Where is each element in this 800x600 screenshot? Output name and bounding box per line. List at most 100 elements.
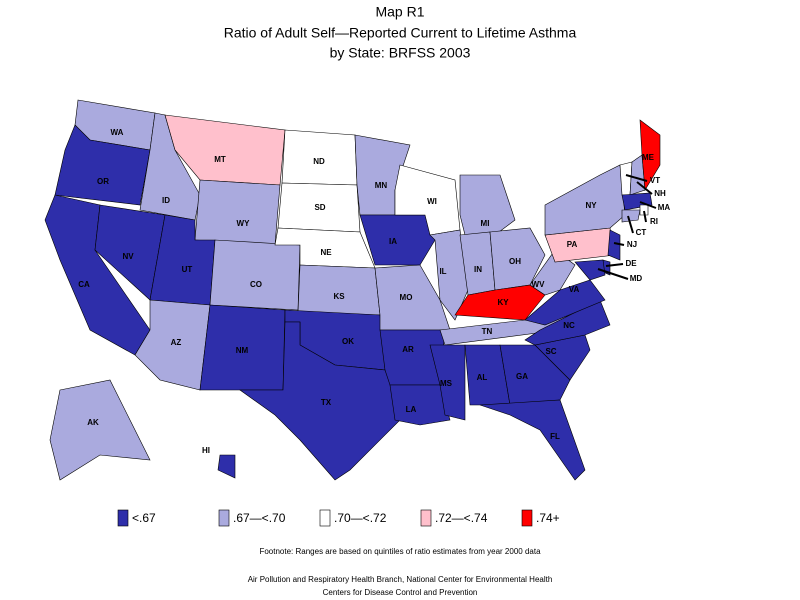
- state-label: MI: [481, 219, 490, 228]
- state-label: SC: [545, 347, 556, 356]
- state-label: NM: [236, 346, 249, 355]
- state-label: AZ: [171, 338, 182, 347]
- state: [479, 399, 586, 481]
- state-label: NV: [122, 252, 134, 261]
- state: [621, 209, 641, 223]
- state-label: OK: [342, 337, 354, 346]
- state: [524, 279, 606, 326]
- source: Centers for Disease Control and Preventi…: [323, 588, 478, 597]
- state-label: NH: [654, 189, 666, 198]
- state-label: WI: [427, 197, 437, 206]
- state-label: IN: [474, 265, 482, 274]
- legend-swatch: [319, 509, 331, 527]
- state-label: HI: [202, 446, 210, 455]
- state-label: ME: [642, 153, 655, 162]
- title: Ratio of Adult Self—Reported Current to …: [224, 25, 577, 41]
- state-label: VA: [569, 285, 580, 294]
- state: [49, 379, 151, 481]
- legend-swatch: [218, 509, 230, 527]
- state-labels: WA OR CA NV ID MT WY UT AZ CO NM ND SD NE KS OK TX MN IA MO…: [78, 128, 670, 455]
- legend-swatch: [521, 509, 533, 527]
- state-label: NJ: [627, 240, 637, 249]
- leader-line: [627, 215, 634, 234]
- state: [297, 264, 381, 316]
- state-label: DE: [625, 259, 637, 268]
- state: [499, 344, 571, 406]
- state-label: AL: [477, 373, 488, 382]
- state-label: AR: [402, 345, 414, 354]
- leader-line: [639, 201, 657, 209]
- legend-swatch: [420, 509, 432, 527]
- state-label: OR: [97, 177, 109, 186]
- footnote: Footnote: Ranges are based on quintiles …: [259, 547, 541, 556]
- state-label: MA: [658, 203, 671, 212]
- state-label: UT: [182, 265, 193, 274]
- states: [44, 99, 661, 481]
- state-label: MS: [440, 379, 453, 388]
- state-label: MT: [214, 155, 226, 164]
- state-label: AK: [87, 418, 99, 427]
- legend-label: .67—<.70: [233, 511, 286, 525]
- state-label: RI: [650, 217, 658, 226]
- source: Air Pollution and Respiratory Health Bra…: [248, 575, 553, 584]
- state-label: IL: [439, 267, 446, 276]
- leader-line: [605, 263, 624, 267]
- state-label: TN: [482, 327, 493, 336]
- leader-line: [643, 210, 647, 223]
- state-label: KS: [333, 292, 345, 301]
- state-label: TX: [321, 398, 332, 407]
- state: [639, 119, 661, 191]
- leader-line: [625, 174, 648, 182]
- state: [239, 321, 401, 481]
- state: [544, 164, 626, 236]
- state: [217, 454, 236, 479]
- state-label: MN: [375, 181, 388, 190]
- state-label: CA: [78, 280, 90, 289]
- legend-label: .70—<.72: [334, 511, 387, 525]
- state-label: ND: [313, 157, 325, 166]
- state: [429, 344, 466, 421]
- state-label: OH: [509, 257, 521, 266]
- state: [209, 239, 301, 311]
- state: [429, 229, 469, 321]
- state-label: PA: [567, 240, 578, 249]
- state: [394, 164, 461, 236]
- leader-line: [636, 181, 653, 195]
- title: Map R1: [375, 4, 424, 20]
- state-label: NC: [563, 321, 575, 330]
- state-label: FL: [550, 432, 560, 441]
- leader-line: [613, 242, 625, 246]
- state-label: MD: [630, 274, 643, 283]
- title: by State: BRFSS 2003: [330, 45, 471, 61]
- state-label: NY: [585, 201, 597, 210]
- state-label: VT: [650, 176, 660, 185]
- state-label: WV: [532, 280, 546, 289]
- state: [574, 259, 606, 281]
- state-label: ID: [162, 196, 170, 205]
- state-label: IA: [389, 237, 397, 246]
- state: [194, 179, 281, 246]
- state-label: SD: [314, 203, 325, 212]
- state-label: WY: [237, 219, 251, 228]
- state: [389, 384, 451, 426]
- state-label: CT: [636, 228, 647, 237]
- legend-label: .72—<.74: [435, 511, 488, 525]
- state: [54, 124, 151, 206]
- state-label: NE: [320, 248, 332, 257]
- leader-line: [597, 268, 629, 280]
- state-label: GA: [516, 372, 528, 381]
- state-label: WA: [111, 128, 124, 137]
- state: [607, 229, 621, 261]
- legend-label: <.67: [132, 511, 156, 525]
- legend-label: .74+: [536, 511, 560, 525]
- state-label: KY: [497, 298, 509, 307]
- state-label: CO: [250, 280, 262, 289]
- state: [359, 214, 436, 266]
- state-label: MO: [400, 293, 413, 302]
- legend-swatch: [117, 509, 129, 527]
- state: [489, 227, 546, 291]
- legend: <.67 .67—<.70 .70—<.72 .72—<.74 .74+: [117, 509, 560, 527]
- state-label: LA: [406, 405, 417, 414]
